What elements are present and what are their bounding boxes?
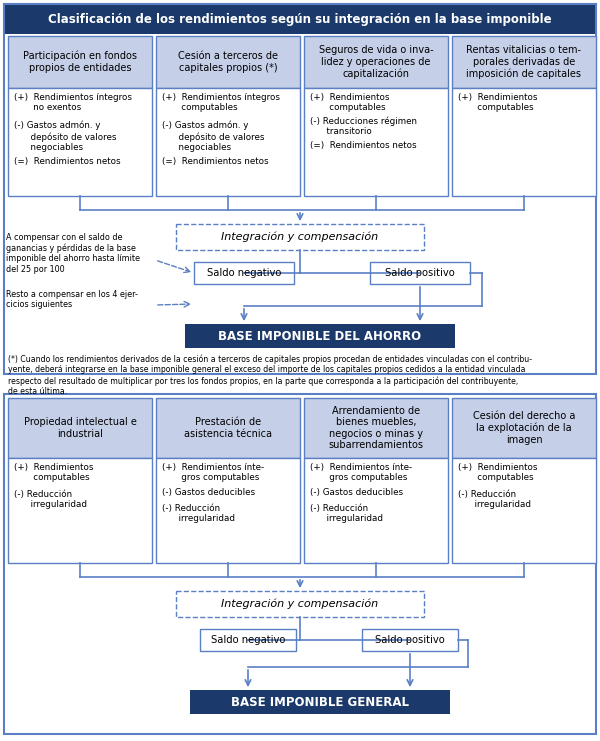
Text: Prestación de
asistencia técnica: Prestación de asistencia técnica xyxy=(184,417,272,439)
Bar xyxy=(156,36,300,88)
Text: (+)  Rendimientos
       computables: (+) Rendimientos computables xyxy=(310,93,389,113)
Bar xyxy=(452,36,596,88)
Text: Clasificación de los rendimientos según su integración en la base imponible: Clasificación de los rendimientos según … xyxy=(48,13,552,25)
Text: Cesión a terceros de
capitales propios (*): Cesión a terceros de capitales propios (… xyxy=(178,51,278,73)
Text: (+)  Rendimientos
       computables: (+) Rendimientos computables xyxy=(458,463,538,482)
Text: A compensar con el saldo de
ganancias y pérdidas de la base
imponible del ahorro: A compensar con el saldo de ganancias y … xyxy=(6,233,140,274)
Text: (=)  Rendimientos netos: (=) Rendimientos netos xyxy=(14,157,121,166)
Bar xyxy=(176,224,424,250)
Text: (-) Gastos admón. y
      depósito de valores
      negociables: (-) Gastos admón. y depósito de valores … xyxy=(14,121,116,152)
Bar xyxy=(156,458,300,563)
Text: Arrendamiento de
bienes muebles,
negocios o minas y
subarrendamientos: Arrendamiento de bienes muebles, negocio… xyxy=(329,405,424,451)
Text: (-) Gastos deducibles: (-) Gastos deducibles xyxy=(162,488,255,497)
Bar xyxy=(8,458,152,563)
Bar xyxy=(200,629,296,651)
Bar xyxy=(304,36,448,88)
Text: (+)  Rendimientos
       computables: (+) Rendimientos computables xyxy=(14,463,94,482)
Text: (+)  Rendimientos ínte-
       gros computables: (+) Rendimientos ínte- gros computables xyxy=(162,463,264,482)
Bar xyxy=(194,262,294,284)
Bar xyxy=(4,4,596,34)
Bar xyxy=(190,690,450,714)
Text: Rentas vitalicias o tem-
porales derivadas de
imposición de capitales: Rentas vitalicias o tem- porales derivad… xyxy=(467,45,581,79)
Text: (-) Reducción
      irregularidad: (-) Reducción irregularidad xyxy=(14,490,87,509)
Bar xyxy=(362,629,458,651)
Text: (+)  Rendimientos ínte-
       gros computables: (+) Rendimientos ínte- gros computables xyxy=(310,463,412,482)
Bar xyxy=(8,36,152,88)
Text: (*) Cuando los rendimientos derivados de la cesión a terceros de capitales propi: (*) Cuando los rendimientos derivados de… xyxy=(8,354,532,364)
Text: Seguros de vida o inva-
lidez y operaciones de
capitalización: Seguros de vida o inva- lidez y operacio… xyxy=(319,45,433,79)
Text: (-) Gastos admón. y
      depósito de valores
      negociables: (-) Gastos admón. y depósito de valores … xyxy=(162,121,265,152)
Text: Participación en fondos
propios de entidades: Participación en fondos propios de entid… xyxy=(23,51,137,73)
Bar xyxy=(452,88,596,196)
Text: (-) Reducción
      irregularidad: (-) Reducción irregularidad xyxy=(162,504,235,523)
Text: Integración y compensación: Integración y compensación xyxy=(221,232,379,242)
Text: Resto a compensar en los 4 ejer-
cicios siguientes: Resto a compensar en los 4 ejer- cicios … xyxy=(6,290,138,310)
Bar xyxy=(8,88,152,196)
Text: BASE IMPONIBLE DEL AHORRO: BASE IMPONIBLE DEL AHORRO xyxy=(218,330,422,342)
Text: (-) Reducción
      irregularidad: (-) Reducción irregularidad xyxy=(310,504,383,523)
Text: (=)  Rendimientos netos: (=) Rendimientos netos xyxy=(162,157,269,166)
Text: respecto del resultado de multiplicar por tres los fondos propios, en la parte q: respecto del resultado de multiplicar po… xyxy=(8,376,518,385)
Bar xyxy=(304,88,448,196)
Bar xyxy=(452,398,596,458)
Bar xyxy=(370,262,470,284)
Bar xyxy=(304,458,448,563)
Text: Saldo negativo: Saldo negativo xyxy=(211,635,285,645)
Text: yente, deberá integrarse en la base imponible general el exceso del importe de l: yente, deberá integrarse en la base impo… xyxy=(8,365,526,374)
Bar xyxy=(185,324,455,348)
Bar xyxy=(4,4,596,374)
Text: de esta última.: de esta última. xyxy=(8,387,67,396)
Bar xyxy=(8,398,152,458)
Text: (-) Gastos deducibles: (-) Gastos deducibles xyxy=(310,488,403,497)
Text: Propiedad intelectual e
industrial: Propiedad intelectual e industrial xyxy=(23,417,136,439)
Text: Saldo positivo: Saldo positivo xyxy=(375,635,445,645)
Text: (+)  Rendimientos
       computables: (+) Rendimientos computables xyxy=(458,93,538,113)
Bar xyxy=(304,398,448,458)
Text: Saldo negativo: Saldo negativo xyxy=(207,268,281,278)
Text: Saldo positivo: Saldo positivo xyxy=(385,268,455,278)
Text: (-) Reducción
      irregularidad: (-) Reducción irregularidad xyxy=(458,490,531,509)
Bar xyxy=(156,88,300,196)
Text: (-) Reducciones régimen
      transitorio: (-) Reducciones régimen transitorio xyxy=(310,116,417,136)
Text: (+)  Rendimientos íntegros
       no exentos: (+) Rendimientos íntegros no exentos xyxy=(14,93,132,113)
Text: BASE IMPONIBLE GENERAL: BASE IMPONIBLE GENERAL xyxy=(231,696,409,708)
Text: Integración y compensación: Integración y compensación xyxy=(221,599,379,609)
Bar xyxy=(4,394,596,734)
Text: (+)  Rendimientos íntegros
       computables: (+) Rendimientos íntegros computables xyxy=(162,93,280,113)
Bar xyxy=(176,591,424,617)
Bar xyxy=(156,398,300,458)
Text: Cesión del derecho a
la explotación de la
imagen: Cesión del derecho a la explotación de l… xyxy=(473,411,575,445)
Text: (=)  Rendimientos netos: (=) Rendimientos netos xyxy=(310,141,416,150)
Bar xyxy=(452,458,596,563)
